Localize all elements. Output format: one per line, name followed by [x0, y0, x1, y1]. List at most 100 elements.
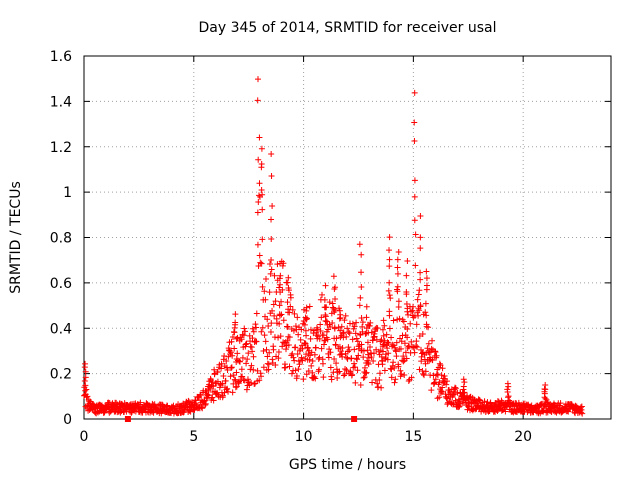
data-point [405, 311, 412, 318]
data-point [417, 276, 424, 283]
data-point [228, 365, 235, 372]
data-point [385, 287, 392, 294]
data-point [426, 357, 433, 364]
data-point [394, 316, 401, 323]
data-point [285, 274, 292, 281]
data-point [328, 376, 335, 383]
data-point [417, 213, 424, 220]
chart-title: Day 345 of 2014, SRMTID for receiver usa… [198, 20, 496, 36]
data-point [417, 234, 424, 241]
data-point [485, 408, 492, 415]
data-point [429, 337, 436, 344]
data-point [232, 384, 239, 391]
data-point [358, 283, 365, 290]
data-point [375, 383, 382, 390]
data-point [360, 374, 367, 381]
data-point [322, 282, 329, 289]
data-point [317, 321, 324, 328]
data-point [330, 305, 337, 312]
data-point [438, 388, 445, 395]
data-point [247, 366, 254, 373]
data-point [284, 309, 291, 316]
data-point [386, 234, 393, 241]
data-point [286, 363, 293, 370]
data-point [316, 354, 323, 361]
y-tick-label: 0.6 [50, 276, 72, 292]
data-point [267, 329, 274, 336]
data-point [291, 310, 298, 317]
data-point [241, 377, 248, 384]
data-point [404, 308, 411, 315]
data-point [272, 362, 279, 368]
data-point [323, 328, 330, 335]
data-point [338, 323, 345, 330]
data-point [318, 291, 325, 298]
data-point [343, 354, 350, 361]
data-point [289, 306, 296, 313]
data-point [256, 252, 263, 259]
data-point [391, 344, 398, 351]
data-point [264, 353, 271, 360]
data-point [336, 368, 343, 375]
data-point [344, 348, 351, 355]
data-point [312, 344, 319, 351]
data-point [90, 401, 97, 408]
data-point [255, 156, 262, 163]
data-point [578, 403, 585, 410]
data-point [386, 256, 393, 263]
data-point [233, 383, 240, 390]
data-point [346, 330, 353, 337]
data-point [276, 302, 283, 309]
data-point [332, 284, 339, 291]
data-point [386, 247, 393, 254]
data-point [232, 319, 239, 326]
data-point [380, 317, 387, 324]
data-point [557, 400, 564, 407]
data-point [248, 362, 255, 369]
data-point [404, 258, 411, 265]
data-point [275, 355, 282, 362]
data-point [411, 217, 418, 224]
data-point [421, 372, 428, 379]
data-point [137, 399, 144, 406]
data-point [255, 76, 262, 83]
data-point [344, 325, 351, 332]
data-point [423, 312, 430, 319]
data-point [383, 331, 390, 338]
data-point [438, 372, 445, 379]
data-point [414, 344, 421, 351]
data-point [352, 330, 359, 337]
data-point [370, 357, 377, 364]
data-point [392, 376, 399, 383]
data-point [294, 351, 301, 358]
data-point [268, 320, 275, 327]
data-point [249, 348, 256, 355]
axis-ticks: 0 5 10 15 20 0 0.2 0.4 0.6 0.8 1 1.2 1.4 1.6 [50, 49, 611, 445]
data-point [229, 352, 236, 359]
data-point [82, 374, 89, 381]
data-point [394, 264, 401, 271]
data-point [364, 359, 371, 366]
data-point [455, 404, 462, 411]
data-point [356, 302, 363, 309]
data-point [298, 354, 305, 361]
data-point [385, 350, 392, 357]
data-point [393, 353, 400, 360]
data-point [363, 330, 370, 337]
data-point [231, 376, 238, 383]
data-point [365, 354, 372, 361]
data-point [257, 259, 264, 266]
data-point [301, 321, 308, 328]
data-point [82, 387, 89, 394]
data-point [432, 376, 439, 383]
data-point [262, 338, 269, 345]
data-point [395, 303, 402, 310]
data-point [377, 338, 384, 345]
data-point [390, 317, 397, 324]
data-point [251, 381, 258, 388]
data-point [368, 354, 375, 361]
data-point [238, 366, 245, 373]
data-point [230, 372, 237, 379]
data-point [306, 356, 313, 363]
data-point [358, 341, 365, 348]
